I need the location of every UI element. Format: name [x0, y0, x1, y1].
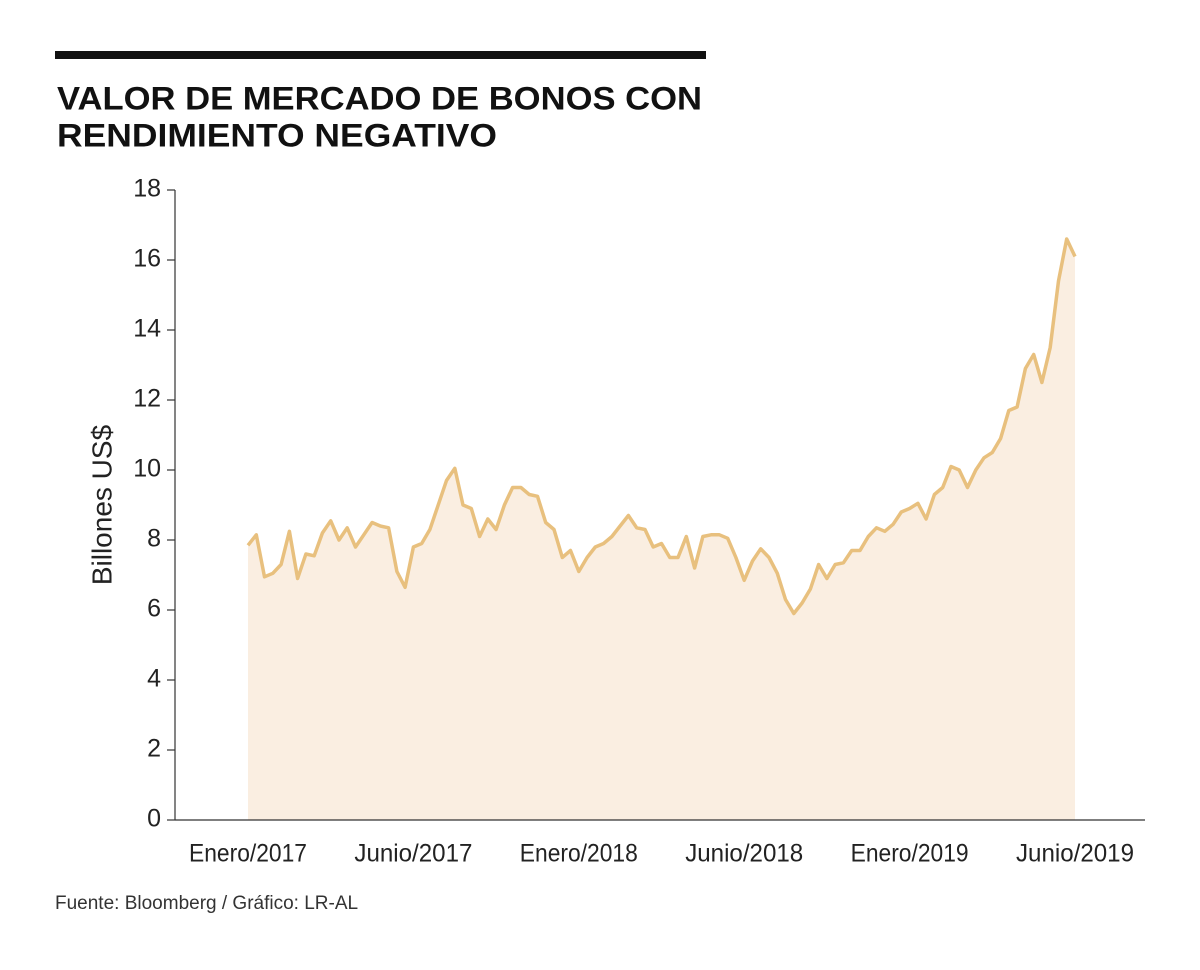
title-rule: [55, 51, 706, 59]
x-tick-label: Junio/2019: [1016, 840, 1134, 868]
y-tick-label: 12: [133, 385, 161, 413]
chart-title: RENDIMIENTO NEGATIVO: [57, 117, 497, 153]
line: [246, 237, 1077, 616]
x-tick-label: Enero/2019: [851, 840, 969, 868]
y-tick-label: 6: [147, 595, 161, 623]
y-tick-label: 4: [147, 665, 161, 693]
y-tick-label: 18: [133, 175, 161, 203]
x-tick-label: Junio/2018: [685, 840, 803, 868]
x-tick-label: Enero/2018: [520, 840, 638, 868]
y-tick-label: 0: [147, 805, 161, 833]
y-tick-label: 14: [133, 315, 161, 343]
x-tick-label: Enero/2017: [189, 840, 307, 868]
y-axis-label: Billones US$: [86, 424, 117, 585]
y-tick-label: 16: [133, 245, 161, 273]
area-fill: [248, 239, 1075, 820]
y-tick-label: 2: [147, 735, 161, 763]
source: Fuente: Bloomberg / Gráfico: LR-AL: [55, 893, 358, 914]
x-tick-label: Junio/2017: [354, 840, 472, 868]
chart-title: VALOR DE MERCADO DE BONOS CON: [57, 80, 702, 116]
y-tick-label: 10: [133, 455, 161, 483]
y-tick-label: 8: [147, 525, 161, 553]
